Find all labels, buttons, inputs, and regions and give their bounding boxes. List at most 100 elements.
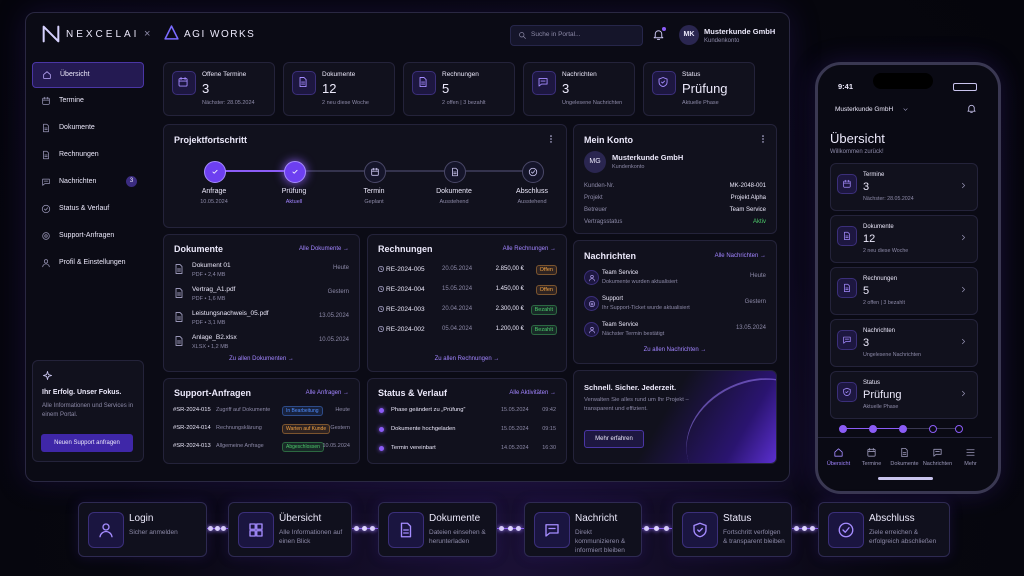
account-value: MK-2048-001 <box>729 183 766 189</box>
message-date: 13.05.2024 <box>735 325 766 331</box>
flow-dot <box>362 526 367 531</box>
nav-item[interactable]: Nachrichten 3 <box>32 170 142 194</box>
card-link[interactable]: Alle Anfragen → <box>305 390 349 396</box>
icon <box>175 264 183 274</box>
card-link[interactable]: Alle Rechnungen → <box>502 246 556 252</box>
invoices-card: Rechnungen Alle Rechnungen → RE-2024-005 20… <box>367 234 567 372</box>
icon <box>843 231 850 240</box>
timeline-dot <box>379 427 384 432</box>
ticket-date: Heute <box>335 407 350 413</box>
activity-time: 09:42 <box>542 407 556 413</box>
status-pill: Offen <box>535 265 557 275</box>
promo-button[interactable]: Mehr erfahren <box>584 430 644 448</box>
icon <box>933 448 942 457</box>
phone-card[interactable]: Nachrichten 3 Ungelesene Nachrichten <box>830 319 978 367</box>
promo-button[interactable]: Neuen Support anfragen <box>41 434 133 452</box>
icon <box>175 336 183 346</box>
activity-time: 09:15 <box>542 426 556 432</box>
card-footer-link[interactable]: Zu allen Nachrichten → <box>643 347 707 353</box>
icon <box>590 302 593 305</box>
nav-item[interactable]: Rechnungen <box>32 143 142 167</box>
account-value: Aktiv <box>752 219 766 225</box>
flow-icon <box>828 512 864 548</box>
icon <box>962 390 965 397</box>
avatar[interactable]: MK <box>679 25 699 45</box>
invoice-id: RE-2024-004 <box>386 286 425 293</box>
icon <box>42 232 50 240</box>
phone-tab-label[interactable]: Nachrichten <box>922 461 953 467</box>
nav-label: Profil & Einstellungen <box>59 259 126 266</box>
icon <box>43 71 51 79</box>
card-link[interactable]: Alle Nachrichten → <box>714 253 766 259</box>
document-meta: PDF • 3,1 MB <box>192 320 226 326</box>
phone-card[interactable]: Termine 3 Nächster: 28.05.2024 <box>830 163 978 211</box>
flow-icon <box>534 512 570 548</box>
phone-card-label: Dokumente <box>863 224 894 230</box>
sidebar-promo: Ihr Erfolg. Unser Fokus. Alle Information… <box>32 360 144 462</box>
phone-card-value: 3 <box>863 181 870 193</box>
flow-title: Nachricht <box>575 513 618 524</box>
phone-time: 9:41 <box>838 82 854 91</box>
nav-item[interactable]: Profil & Einstellungen <box>32 251 142 275</box>
icon <box>550 135 552 143</box>
nav-item[interactable]: Dokumente <box>32 116 142 140</box>
icon <box>697 527 703 533</box>
phone-card-label: Nachrichten <box>863 328 896 334</box>
progress-line <box>454 170 532 172</box>
nav-label: Status & Verlauf <box>59 205 110 212</box>
phone-tab-label[interactable]: Dokumente <box>890 461 919 467</box>
card-footer-link[interactable]: Zu allen Dokumenten → <box>229 356 294 362</box>
icon <box>962 286 965 293</box>
stat-card: Offene Termine 3 Nächster: 28.05.2024 <box>163 62 275 116</box>
card-title: Support-Anfragen <box>174 388 251 398</box>
phone-tab-label[interactable]: Übersicht <box>826 461 851 467</box>
ticket-subject: Rechnungsklärung <box>216 425 262 431</box>
icon <box>177 268 181 272</box>
card-link[interactable]: Alle Aktivitäten → <box>509 390 556 396</box>
search-placeholder: Suche in Portal... <box>531 31 581 38</box>
phone-card-sub: Nächster: 28.05.2024 <box>863 196 914 202</box>
icon <box>523 36 526 39</box>
card-link[interactable]: Alle Dokumente → <box>298 246 349 252</box>
search-box[interactable]: Suche in Portal... <box>510 25 643 46</box>
flow-dot <box>793 526 799 531</box>
nav-item[interactable]: Status & Verlauf <box>32 197 142 221</box>
phone-card[interactable]: Dokumente 12 2 neu diese Woche <box>830 215 978 263</box>
icon <box>378 306 384 312</box>
icon <box>102 523 110 531</box>
icon <box>43 123 49 133</box>
icon <box>453 171 457 175</box>
icon <box>99 530 113 538</box>
phone-tab-label[interactable]: Mehr <box>964 461 977 467</box>
invoice-amount: 2.850,00 € <box>495 266 524 272</box>
flow-dot <box>516 526 522 531</box>
flow-text: Sicher anmelden <box>129 529 178 536</box>
activity-text: Dokumente hochgeladen <box>391 426 456 432</box>
phone-account[interactable]: Musterkunde GmbH <box>835 106 894 113</box>
nav-item[interactable]: Termine <box>32 89 142 113</box>
account-key: Betreuer <box>584 207 608 213</box>
phone-card[interactable]: Rechnungen 5 2 offen | 3 bezahlt <box>830 267 978 315</box>
icon-box <box>172 71 196 95</box>
stat-value: 3 <box>202 81 210 96</box>
phone-tab-label[interactable]: Termine <box>861 461 882 467</box>
icon <box>762 138 764 140</box>
phone-card[interactable]: Status Prüfung Aktuelle Phase <box>830 371 978 433</box>
phone-progress-dot <box>955 425 963 433</box>
phone-progress-dot <box>929 425 937 433</box>
account-name: Musterkunde GmbH <box>704 27 776 36</box>
icon <box>550 138 552 140</box>
icon <box>177 316 181 320</box>
icon <box>545 524 559 537</box>
nav-item[interactable]: Support-Anfragen <box>32 224 142 248</box>
stat-sub: Aktuelle Phase <box>682 100 719 106</box>
icon <box>178 78 188 87</box>
nav-item[interactable]: Übersicht <box>32 62 144 88</box>
message-from: Team Service <box>602 322 639 328</box>
icon <box>378 326 384 332</box>
account-type: Kundenkonto <box>704 38 740 44</box>
icon <box>589 274 594 278</box>
phone-card-sub: Aktuelle Phase <box>863 404 899 410</box>
card-footer-link[interactable]: Zu allen Rechnungen → <box>434 356 500 362</box>
